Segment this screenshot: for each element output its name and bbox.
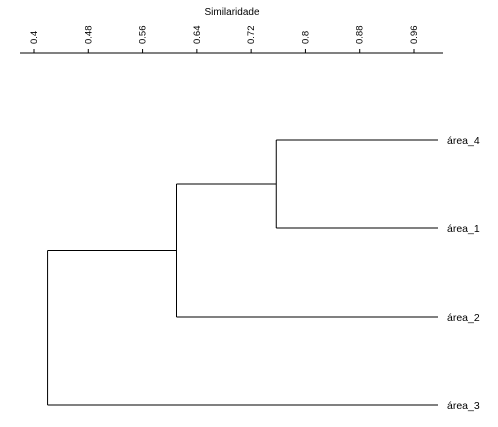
x-tick-label: 0.64 [192, 26, 203, 45]
x-tick-label: 0.48 [83, 26, 94, 45]
x-tick-label: 0.4 [29, 31, 40, 44]
x-axis-ticks: 0.4 0.48 0.56 0.64 0.72 0.8 0.88 0.96 [29, 26, 420, 53]
leaf-label: área_2 [447, 312, 480, 324]
x-tick-label: 0.72 [246, 26, 257, 45]
x-tick-label: 0.88 [355, 26, 366, 45]
leaf-label: área_1 [447, 223, 480, 235]
x-tick-label: 0.56 [138, 26, 149, 45]
leaf-label: área_4 [447, 135, 480, 147]
x-axis-title: Similaridade [204, 7, 259, 18]
dendrogram-branches [47, 139, 438, 406]
leaf-label: área_3 [447, 400, 480, 412]
x-tick-label: 0.96 [409, 26, 420, 45]
x-tick-label: 0.8 [300, 31, 311, 44]
leaf-labels: área_4 área_1 área_2 área_3 [447, 135, 480, 412]
